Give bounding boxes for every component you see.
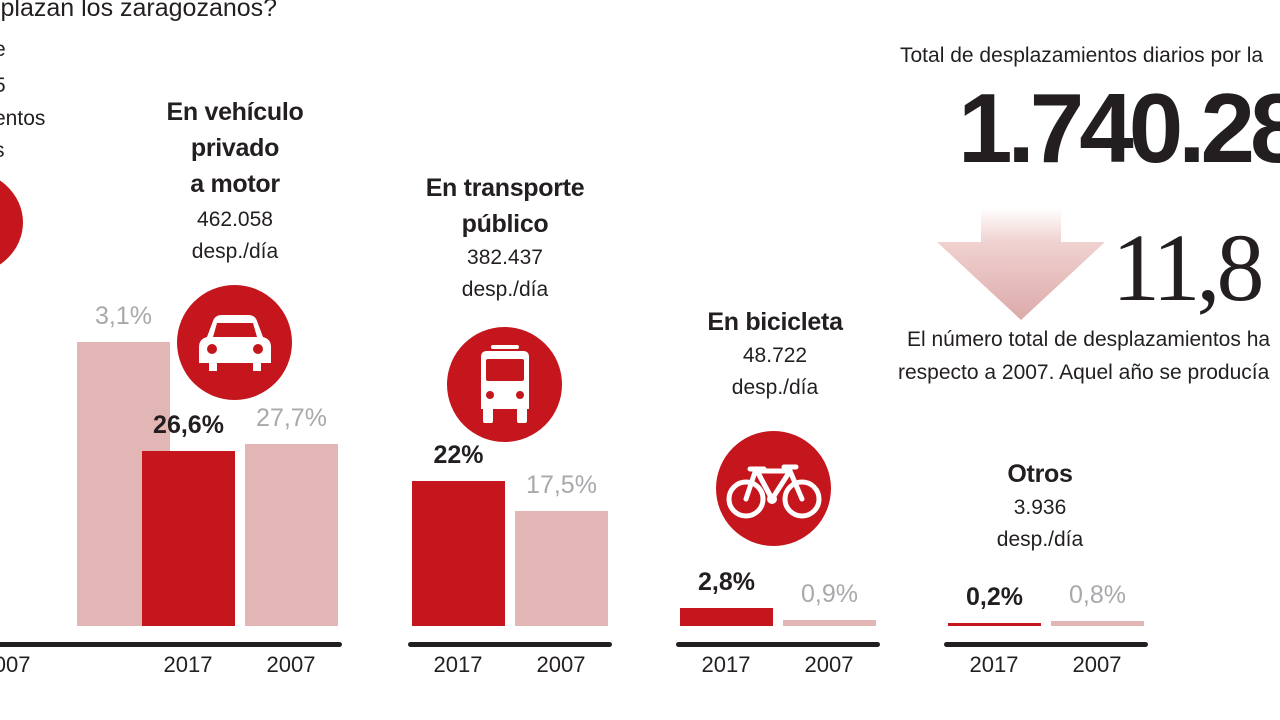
baseline-axis — [138, 642, 342, 647]
bar-label-2017-4: 0,2% — [966, 583, 1023, 611]
category-unit: desp./día — [996, 528, 1084, 551]
category-title-line: En transporte — [425, 174, 585, 202]
left-note-line-4: s — [0, 135, 5, 167]
category-header-otros: Otros 3.936 desp./día — [935, 456, 1145, 556]
category-title-line: En vehículo — [166, 98, 304, 126]
left-note-line-3: entos — [0, 107, 46, 130]
year-label: 2007 — [536, 652, 586, 677]
year-label: 2007 — [804, 652, 854, 677]
baseline-axis — [408, 642, 612, 647]
baseline-axis — [944, 642, 1148, 647]
bar-label-2007-3: 0,9% — [801, 580, 858, 609]
bar-label-2007-2: 17,5% — [526, 470, 597, 499]
category-value: 382.437 — [467, 246, 543, 269]
total-value: 1.740.28 — [958, 73, 1280, 183]
left-note-line-1: e — [0, 34, 6, 66]
bar-label-2007-0: 3,1% — [95, 302, 152, 331]
category-unit: desp./día — [191, 240, 279, 263]
bar-2007-1 — [245, 443, 338, 626]
bar-label-2017-2: 22% — [433, 441, 484, 470]
category-title-line: a motor — [190, 170, 280, 198]
bar-label-2007-4: 0,8% — [1069, 580, 1126, 609]
category-value: 3.936 — [1013, 496, 1067, 519]
bicycle-icon — [716, 431, 831, 546]
bar-2017-4 — [948, 623, 1041, 626]
bar-2007-4 — [1051, 620, 1144, 626]
category-unit: desp./día — [731, 376, 819, 399]
bus-icon — [447, 327, 562, 442]
year-label: 2017 — [701, 652, 751, 677]
baseline-axis — [676, 642, 880, 647]
bar-label-2017-3: 2,8% — [698, 567, 755, 596]
category-value: 462.058 — [197, 208, 273, 231]
description-line-2: respecto a 2007. Aquel año se producía — [898, 361, 1270, 384]
bar-label-2017-1: 26,6% — [153, 410, 224, 439]
year-label: 2007 — [0, 652, 31, 677]
bar-label-2007-1: 27,7% — [256, 403, 327, 432]
category-title-line: público — [461, 210, 549, 238]
year-label: 2017 — [433, 652, 483, 677]
partial-circle-icon — [0, 170, 23, 275]
year-label: 2017 — [163, 652, 213, 677]
year-label: 2007 — [1072, 652, 1122, 677]
category-header-bicicleta: En bicicleta 48.722 desp./día — [670, 304, 880, 404]
arrow-down-icon — [935, 208, 1107, 325]
bar-2017-1 — [142, 450, 235, 626]
car-icon — [177, 285, 292, 400]
baseline-axis — [0, 642, 174, 647]
description-line-1: El número total de desplazamientos ha — [907, 328, 1271, 351]
chart-title: splazan los zaragozanos? — [0, 0, 278, 22]
category-value: 48.722 — [742, 344, 808, 367]
bar-2017-2 — [412, 481, 505, 626]
total-label: Total de desplazamientos diarios por la — [900, 44, 1264, 67]
percent-change-value: 11,8 — [1112, 214, 1264, 321]
year-label: 2007 — [266, 652, 316, 677]
category-title-line: privado — [190, 134, 280, 162]
category-header-transporte: En transporte público 382.437 desp./día — [400, 170, 610, 306]
bar-2007-3 — [783, 620, 876, 626]
left-note-line-2: 5 — [0, 70, 6, 102]
category-header-vehiculo: En vehículo privado a motor 462.058 desp… — [130, 94, 340, 268]
category-title-line: Otros — [1007, 460, 1073, 488]
year-label: 2017 — [969, 652, 1019, 677]
category-title-line: En bicicleta — [707, 308, 843, 336]
bar-2017-3 — [680, 607, 773, 626]
bar-2007-2 — [515, 510, 608, 626]
category-unit: desp./día — [461, 278, 549, 301]
